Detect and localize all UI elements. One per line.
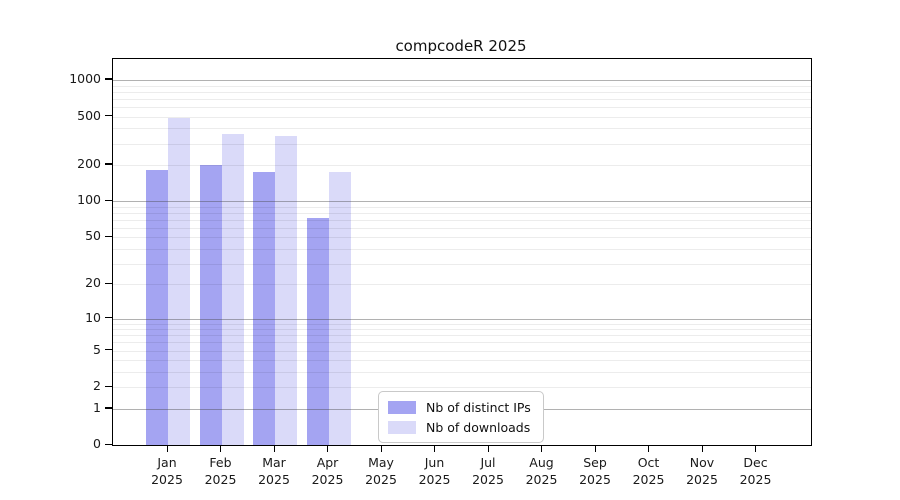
- legend-item-downloads: Nb of downloads: [388, 419, 533, 435]
- x-tick-jan: [166, 445, 168, 452]
- plot-area: [112, 58, 812, 446]
- legend-label-downloads: Nb of downloads: [426, 419, 531, 435]
- x-tick-sep: [594, 445, 596, 452]
- y-tick-200: [105, 163, 112, 165]
- y-tick-label-500: 500: [77, 107, 101, 123]
- gridline-8: [113, 329, 811, 331]
- y-tick-label-10: 10: [85, 309, 101, 325]
- gridline-700: [113, 98, 811, 100]
- legend: Nb of distinct IPs Nb of downloads: [378, 391, 544, 443]
- legend-swatch-downloads: [388, 420, 416, 434]
- bar-nb-of-distinct-ips-jan: [146, 169, 168, 445]
- gridline-200: [113, 164, 811, 166]
- x-tick-label-jul-2025: Jul 2025: [472, 455, 504, 487]
- gridline-800: [113, 91, 811, 93]
- gridline-60: [113, 227, 811, 229]
- y-tick-label-100: 100: [77, 192, 101, 208]
- legend-label-distinct-ips: Nb of distinct IPs: [426, 399, 531, 415]
- y-tick-label-5: 5: [93, 341, 101, 357]
- y-tick-500: [105, 115, 112, 117]
- y-tick-label-200: 200: [77, 155, 101, 171]
- x-tick-label-may-2025: May 2025: [365, 455, 397, 487]
- x-tick-label-jan-2025: Jan 2025: [151, 455, 183, 487]
- gridline-1000: [113, 79, 811, 81]
- x-tick-label-aug-2025: Aug 2025: [525, 455, 558, 487]
- gridline-4: [113, 360, 811, 362]
- x-tick-may: [380, 445, 382, 452]
- gridline-3: [113, 371, 811, 373]
- gridline-90: [113, 206, 811, 208]
- y-tick-0: [105, 443, 112, 446]
- gridline-600: [113, 106, 811, 108]
- x-tick-feb: [220, 445, 222, 452]
- y-tick-50: [105, 235, 112, 238]
- bar-nb-of-downloads-jan: [168, 117, 190, 445]
- gridline-40: [113, 248, 811, 250]
- gridline-6: [113, 342, 811, 344]
- x-tick-jul: [487, 445, 489, 452]
- x-tick-label-feb-2025: Feb 2025: [204, 455, 237, 487]
- gridline-500: [113, 116, 811, 118]
- gridline-50: [113, 237, 811, 239]
- y-tick-label-2: 2: [93, 378, 101, 394]
- legend-swatch-distinct-ips: [388, 400, 416, 414]
- gridline-100: [113, 201, 811, 203]
- bar-nb-of-downloads-feb: [221, 134, 244, 445]
- legend-item-distinct-ips: Nb of distinct IPs: [388, 399, 533, 415]
- gridline-400: [113, 128, 811, 130]
- y-tick-label-50: 50: [85, 228, 101, 244]
- bar-nb-of-downloads-mar: [275, 136, 297, 445]
- x-tick-aug: [541, 445, 543, 452]
- y-tick-1: [105, 407, 112, 409]
- bar-nb-of-downloads-apr: [328, 171, 351, 445]
- gridline-5: [113, 350, 811, 352]
- y-tick-label-20: 20: [85, 275, 101, 291]
- gridline-7: [113, 335, 811, 337]
- y-tick-label-0: 0: [93, 436, 101, 452]
- y-tick-100: [105, 199, 112, 202]
- x-tick-label-dec-2025: Dec 2025: [739, 455, 772, 487]
- y-tick-label-1: 1: [93, 399, 101, 415]
- gridline-2: [113, 387, 811, 389]
- gridline-900: [113, 85, 811, 87]
- gridline-70: [113, 219, 811, 221]
- x-tick-label-mar-2025: Mar 2025: [258, 455, 290, 487]
- gridline-9: [113, 323, 811, 325]
- x-tick-label-nov-2025: Nov 2025: [686, 455, 718, 487]
- gridline-20: [113, 284, 811, 286]
- x-tick-label-apr-2025: Apr 2025: [311, 455, 344, 487]
- x-tick-oct: [648, 445, 650, 452]
- x-tick-label-jun-2025: Jun 2025: [418, 455, 451, 487]
- bar-nb-of-distinct-ips-feb: [199, 164, 222, 445]
- x-tick-dec: [755, 445, 757, 452]
- bar-nb-of-distinct-ips-apr: [306, 217, 329, 445]
- x-tick-label-oct-2025: Oct 2025: [632, 455, 665, 487]
- gridline-30: [113, 263, 811, 265]
- gridline-80: [113, 212, 811, 214]
- gridline-10: [113, 318, 811, 320]
- y-tick-1000: [105, 78, 112, 80]
- x-tick-jun: [434, 445, 436, 452]
- gridline-300: [113, 143, 811, 145]
- x-tick-mar: [273, 445, 275, 452]
- x-tick-label-sep-2025: Sep 2025: [579, 455, 611, 487]
- y-tick-label-1000: 1000: [69, 70, 101, 86]
- y-tick-2: [105, 385, 112, 388]
- x-tick-nov: [701, 445, 703, 452]
- chart-title: compcodeR 2025: [395, 37, 527, 55]
- y-tick-10: [105, 317, 112, 319]
- bar-nb-of-distinct-ips-mar: [253, 171, 275, 445]
- y-tick-5: [105, 349, 112, 351]
- x-tick-apr: [327, 445, 329, 452]
- y-tick-20: [105, 282, 112, 285]
